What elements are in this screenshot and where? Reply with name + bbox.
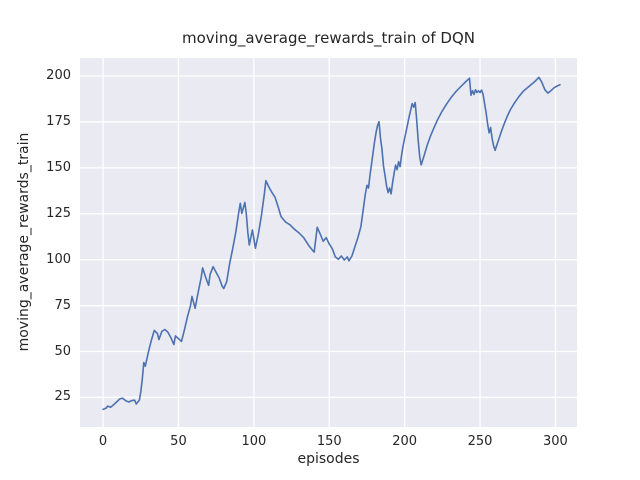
x-tick-label: 150 xyxy=(316,434,342,449)
x-tick-label: 50 xyxy=(170,434,187,449)
y-tick-label: 125 xyxy=(46,205,71,221)
reward-curve xyxy=(102,76,561,411)
y-tick-label: 200 xyxy=(46,68,71,83)
y-tick-label: 175 xyxy=(46,113,71,129)
plot-area xyxy=(80,58,577,427)
y-tick-label: 75 xyxy=(54,297,71,313)
y-tick-label: 100 xyxy=(46,251,71,267)
chart-title: moving_average_rewards_train of DQN xyxy=(181,29,476,47)
y-tick-label: 25 xyxy=(54,389,71,405)
x-tick-label: 250 xyxy=(467,434,493,449)
y-tick-label: 150 xyxy=(46,159,71,175)
line-chart xyxy=(80,58,577,427)
x-tick-label: 300 xyxy=(543,434,568,449)
x-tick-label: 0 xyxy=(98,434,108,449)
x-tick-label: 100 xyxy=(241,434,267,449)
gridlines xyxy=(80,58,577,427)
x-tick-label: 200 xyxy=(392,434,418,449)
x-axis-label: episodes xyxy=(297,451,360,467)
y-tick-label: 50 xyxy=(54,343,71,359)
